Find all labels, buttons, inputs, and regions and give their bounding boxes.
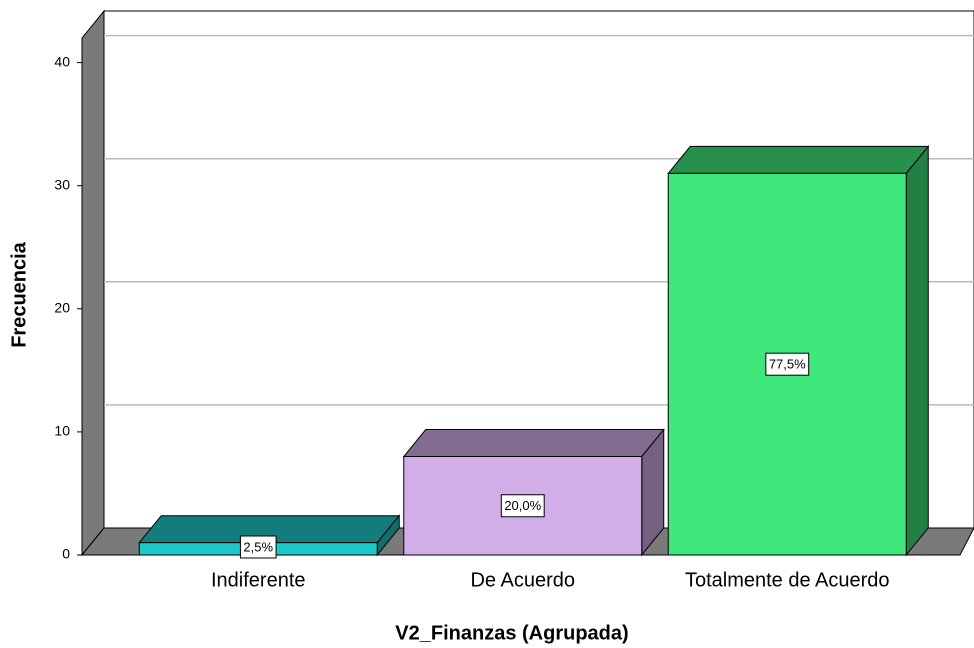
y-tick-label: 0	[62, 546, 70, 562]
x-tick-label: Totalmente de Acuerdo	[685, 569, 890, 591]
value-label-box	[500, 494, 545, 518]
left-wall	[81, 9, 105, 557]
y-tick-label: 30	[54, 176, 70, 192]
bar-top	[402, 429, 665, 458]
bar-side	[905, 144, 929, 557]
y-tick-label: 10	[54, 423, 70, 439]
value-label: 2,5%	[243, 539, 273, 554]
value-label-box	[765, 352, 810, 376]
y-tick-label: 20	[54, 300, 70, 316]
y-axis-title: Frecuencia	[8, 241, 30, 347]
bar-top	[667, 145, 930, 174]
value-label: 77,5%	[769, 357, 806, 372]
y-tick-label: 40	[54, 53, 70, 69]
x-tick-label: Indiferente	[211, 569, 306, 591]
value-label: 20,0%	[504, 498, 541, 513]
value-label-box	[239, 535, 277, 559]
x-axis-title: V2_Finanzas (Agrupada)	[395, 622, 628, 644]
x-tick-label: De Acuerdo	[470, 569, 575, 591]
